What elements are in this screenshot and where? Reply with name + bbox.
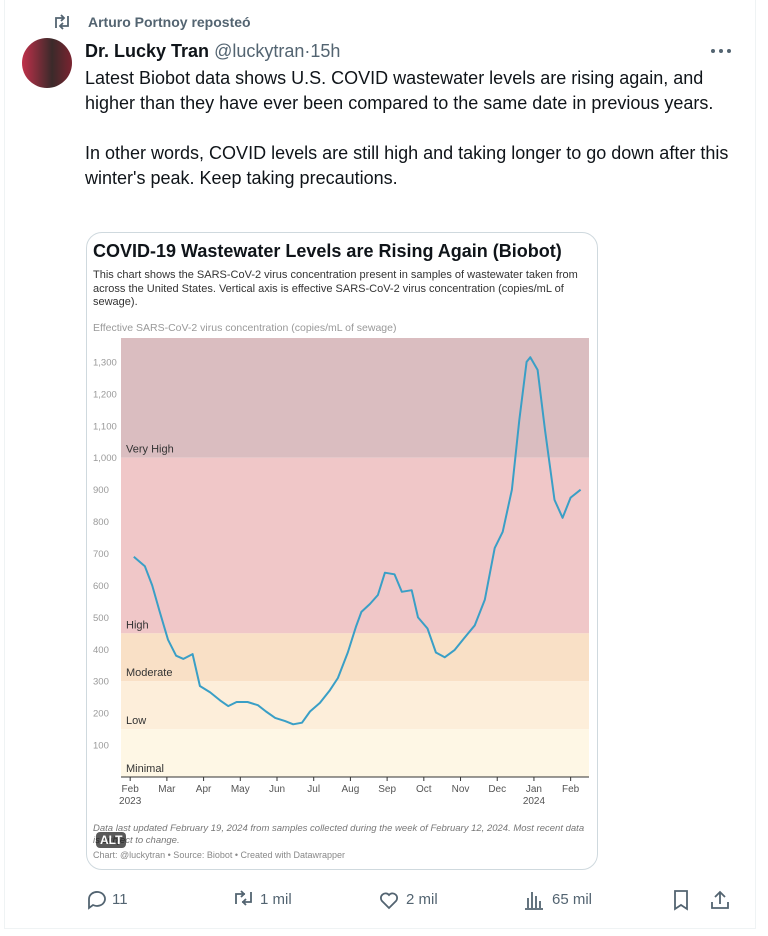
x-tick-label: Feb <box>122 784 140 795</box>
x-tick-label: Jun <box>269 784 285 795</box>
y-tick-label: 500 <box>93 613 109 624</box>
x-tick-label: Aug <box>342 784 360 795</box>
x-tick-year: 2024 <box>523 796 546 807</box>
y-tick-label: 700 <box>93 549 109 560</box>
author-name[interactable]: Dr. Lucky Tran <box>85 41 210 61</box>
chart-title: COVID-19 Wastewater Levels are Rising Ag… <box>93 241 562 261</box>
y-tick-label: 900 <box>93 485 109 496</box>
x-tick-year: 2023 <box>119 796 142 807</box>
views-icon[interactable] <box>525 892 543 910</box>
x-tick-label: Nov <box>452 784 470 795</box>
repost-count: 1 mil <box>260 891 292 908</box>
y-tick-label: 1,000 <box>93 453 117 464</box>
band-label: Low <box>126 715 146 727</box>
share-icon[interactable] <box>711 890 729 909</box>
x-tick-label: May <box>231 784 250 795</box>
tweet-frame <box>4 0 756 929</box>
x-tick-label: Dec <box>488 784 506 795</box>
x-tick-label: Mar <box>158 784 176 795</box>
band <box>121 681 589 730</box>
timestamp[interactable]: 15h <box>310 41 341 61</box>
band-label: Moderate <box>126 667 172 679</box>
reply-icon[interactable] <box>88 891 106 910</box>
action-icons <box>88 890 729 911</box>
repost-button[interactable] <box>235 890 252 906</box>
x-tick-label: Jul <box>307 784 320 795</box>
y-tick-label: 1,100 <box>93 421 117 432</box>
tweet-body: Latest Biobot data shows U.S. COVID wast… <box>85 66 730 216</box>
like-icon[interactable] <box>380 892 398 910</box>
y-tick-label: 300 <box>93 677 109 688</box>
y-tick-label: 600 <box>93 581 109 592</box>
y-tick-label: 400 <box>93 645 109 656</box>
band-label: Very High <box>126 444 174 456</box>
y-tick-label: 800 <box>93 517 109 528</box>
y-axis-label: Effective SARS-CoV-2 virus concentration… <box>93 322 397 334</box>
y-tick-label: 200 <box>93 709 109 720</box>
x-tick-label: Apr <box>196 784 212 795</box>
repost-label: Arturo Portnoy reposteó <box>88 14 251 30</box>
view-count: 65 mil <box>552 891 593 908</box>
reply-count: 11 <box>112 891 128 908</box>
data-line <box>133 356 582 726</box>
repost-icon <box>55 14 69 30</box>
x-tick-label: Jan <box>526 784 542 795</box>
chart-subtitle: This chart shows the SARS-CoV-2 virus co… <box>93 269 578 308</box>
paragraph: In other words, COVID levels are still h… <box>85 143 729 188</box>
band <box>121 729 589 777</box>
author-line: Dr. Lucky Tran @luckytran·15h <box>85 41 340 62</box>
x-tick-label: Feb <box>562 784 580 795</box>
bookmark-icon[interactable] <box>674 890 688 911</box>
band <box>121 457 589 634</box>
like-count: 2 mil <box>406 891 438 908</box>
y-tick-label: 1,200 <box>93 389 117 400</box>
band-label: Minimal <box>126 763 164 775</box>
chart-note: Data last updated February 19, 2024 from… <box>93 823 585 846</box>
y-tick-label: 1,300 <box>93 357 117 368</box>
chart-credit: Chart: @luckytran • Source: Biobot • Cre… <box>93 850 346 860</box>
band-label: High <box>126 619 149 631</box>
paragraph: Latest Biobot data shows U.S. COVID wast… <box>85 68 714 113</box>
band <box>121 633 589 682</box>
alt-badge[interactable]: ALT <box>96 832 127 848</box>
more-menu[interactable] <box>710 46 732 56</box>
x-tick-label: Sep <box>378 784 396 795</box>
author-handle[interactable]: @luckytran <box>214 41 305 61</box>
separator: · <box>304 41 311 61</box>
x-tick-label: Oct <box>416 784 432 795</box>
y-tick-label: 100 <box>93 741 109 752</box>
avatar[interactable] <box>22 38 72 88</box>
band <box>121 338 589 458</box>
